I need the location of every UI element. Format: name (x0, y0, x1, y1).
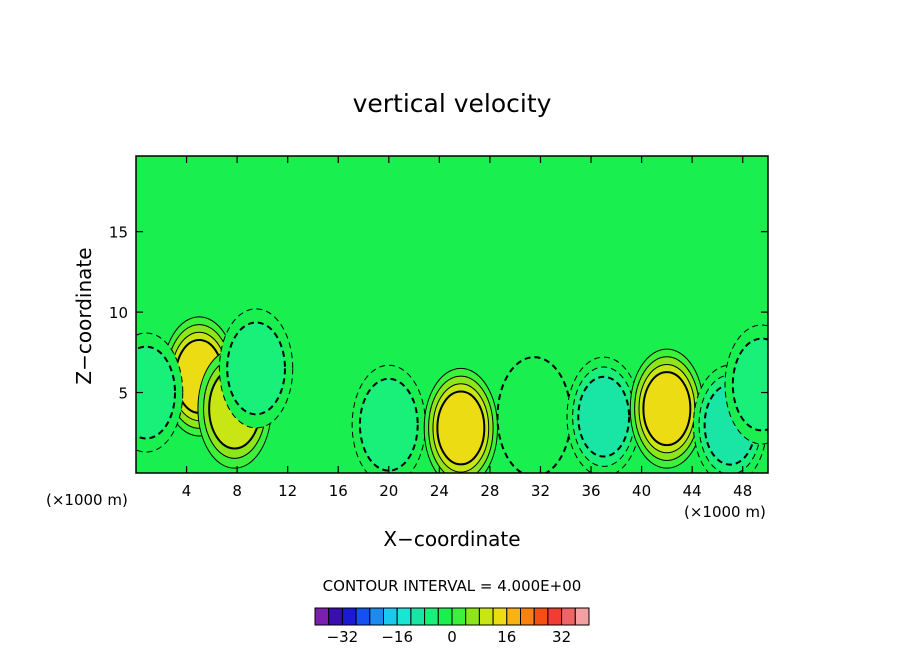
y-tick-label: 15 (109, 224, 128, 242)
colorbar-tick-label: 32 (552, 628, 571, 646)
x-tick-label: 48 (733, 482, 752, 500)
x-tick-label: 44 (683, 482, 702, 500)
contour-level (436, 390, 486, 466)
y-tick-label: 5 (118, 385, 128, 403)
x-tick-label: 24 (430, 482, 449, 500)
plot-area (135, 155, 769, 474)
x-tick-label: 4 (182, 482, 192, 500)
x-tick-label: 12 (278, 482, 297, 500)
contour-level (642, 371, 692, 447)
colorbar-swatch (492, 607, 508, 626)
colorbar-swatch (369, 607, 384, 626)
y-axis-label: Z−coordinate (72, 247, 96, 384)
field-feature (136, 332, 184, 453)
colorbar-swatch (465, 607, 480, 626)
colorbar-tick-label: −16 (381, 628, 413, 646)
colorbar-swatch (506, 607, 521, 626)
colorbar-swatch (328, 607, 343, 626)
colorbar-swatch (451, 607, 467, 626)
contour-level (731, 337, 768, 432)
x-axis: 4 8 12 16 20 24 28 32 36 40 44 48 (182, 156, 752, 500)
x-tick-label: 32 (531, 482, 550, 500)
x-tick-label: 36 (581, 482, 600, 500)
contour-level (226, 321, 286, 416)
field-feature (351, 364, 426, 473)
contour-field (136, 308, 768, 473)
colorbar: −32 −16 0 16 32 (314, 607, 590, 646)
contour-interval-text: CONTOUR INTERVAL = 4.000E+00 (323, 577, 582, 595)
chart-title: vertical velocity (353, 89, 552, 118)
x-tick-label: 28 (480, 482, 499, 500)
x-unit-label-left: (×1000 m) (46, 491, 128, 509)
x-tick-label: 40 (632, 482, 651, 500)
colorbar-swatch (355, 607, 371, 626)
contour-level (496, 356, 572, 473)
x-tick-label: 20 (379, 482, 398, 500)
field-feature (496, 356, 572, 473)
colorbar-swatch (410, 607, 426, 626)
colorbar-swatch (396, 607, 412, 626)
plot-frame (135, 155, 769, 474)
colorbar-swatch (574, 607, 590, 626)
x-axis-label: X−coordinate (383, 527, 520, 551)
field-feature (566, 356, 641, 473)
field-feature (724, 324, 768, 445)
colorbar-tick-label: −32 (327, 628, 359, 646)
colorbar-swatch (478, 607, 494, 626)
field-feature (218, 308, 294, 429)
x-unit-label-right: (×1000 m) (684, 503, 766, 521)
colorbar-swatch (547, 607, 563, 626)
x-tick-label: 16 (329, 482, 348, 500)
field-feature (423, 367, 498, 473)
contour-level (358, 377, 419, 472)
colorbar-swatch (424, 607, 439, 626)
colorbar-tick-label: 0 (447, 628, 457, 646)
colorbar-tick-label: 16 (497, 628, 516, 646)
contour-level (577, 375, 631, 458)
colorbar-swatch (341, 607, 357, 626)
colorbar-swatch (314, 607, 330, 626)
contour-level (136, 345, 176, 440)
y-axis: 5 10 15 (109, 224, 768, 403)
colorbar-swatch (533, 607, 549, 626)
colorbar-swatch (437, 607, 453, 626)
field-feature (629, 348, 705, 469)
colorbar-swatch (383, 607, 398, 626)
colorbar-swatch (561, 607, 576, 626)
colorbar-swatch (520, 607, 535, 626)
y-tick-label: 10 (109, 304, 128, 322)
x-tick-label: 8 (232, 482, 242, 500)
